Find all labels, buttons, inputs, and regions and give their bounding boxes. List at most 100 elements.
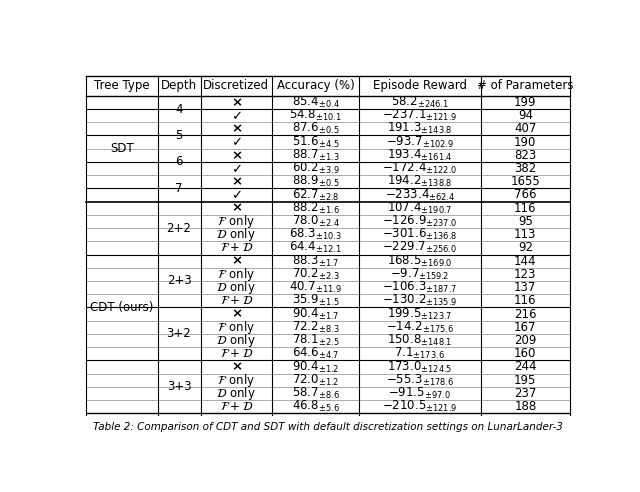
Text: $\mathcal{D}$ only: $\mathcal{D}$ only (216, 226, 256, 243)
Text: 113: 113 (514, 228, 536, 241)
Text: $64.6_{\pm 4.7}$: $64.6_{\pm 4.7}$ (292, 346, 339, 361)
Text: $193.4_{\pm 161.4}$: $193.4_{\pm 161.4}$ (387, 148, 452, 163)
Text: $90.4_{\pm 1.7}$: $90.4_{\pm 1.7}$ (292, 307, 339, 322)
Text: $-172.4_{\pm 122.0}$: $-172.4_{\pm 122.0}$ (382, 161, 458, 176)
Text: $-14.2_{\pm 175.6}$: $-14.2_{\pm 175.6}$ (386, 320, 454, 335)
Text: $35.9_{\pm 1.5}$: $35.9_{\pm 1.5}$ (292, 293, 339, 308)
Text: $\mathcal{F}$ only: $\mathcal{F}$ only (218, 266, 255, 283)
Text: 244: 244 (514, 361, 536, 373)
Text: $\boldsymbol{\times}$: $\boldsymbol{\times}$ (230, 308, 242, 321)
Text: $88.7_{\pm 1.3}$: $88.7_{\pm 1.3}$ (292, 148, 339, 163)
Text: $\boldsymbol{\times}$: $\boldsymbol{\times}$ (230, 175, 242, 188)
Text: $60.2_{\pm 3.9}$: $60.2_{\pm 3.9}$ (292, 161, 339, 176)
Text: $\mathcal{F} + \mathcal{D}$: $\mathcal{F} + \mathcal{D}$ (220, 294, 253, 308)
Text: $62.7_{\pm 2.8}$: $62.7_{\pm 2.8}$ (292, 187, 339, 203)
Text: 3+2: 3+2 (166, 327, 191, 340)
Text: $191.3_{\pm 143.8}$: $191.3_{\pm 143.8}$ (387, 122, 452, 136)
Text: 94: 94 (518, 109, 533, 122)
Text: $\checkmark$: $\checkmark$ (231, 136, 242, 149)
Text: $-301.6_{\pm 136.8}$: $-301.6_{\pm 136.8}$ (382, 227, 457, 242)
Text: $-210.5_{\pm 121.9}$: $-210.5_{\pm 121.9}$ (382, 399, 458, 414)
Text: $46.8_{\pm 5.6}$: $46.8_{\pm 5.6}$ (292, 399, 339, 414)
Text: 116: 116 (514, 202, 536, 215)
Text: Depth: Depth (161, 79, 197, 92)
Text: $-229.7_{\pm 256.0}$: $-229.7_{\pm 256.0}$ (382, 241, 457, 255)
Text: $173.0_{\pm 124.5}$: $173.0_{\pm 124.5}$ (387, 360, 452, 374)
Text: $72.2_{\pm 8.3}$: $72.2_{\pm 8.3}$ (292, 320, 339, 335)
Text: $68.3_{\pm 10.3}$: $68.3_{\pm 10.3}$ (289, 227, 342, 242)
Text: $\mathcal{D}$ only: $\mathcal{D}$ only (216, 279, 256, 296)
Text: $194.2_{\pm 138.8}$: $194.2_{\pm 138.8}$ (387, 174, 452, 189)
Text: 4: 4 (175, 102, 183, 116)
Text: $\boldsymbol{\times}$: $\boldsymbol{\times}$ (230, 361, 242, 373)
Text: 137: 137 (514, 281, 536, 294)
Text: $-106.3_{\pm 187.7}$: $-106.3_{\pm 187.7}$ (382, 280, 457, 295)
Text: $-126.9_{\pm 237.0}$: $-126.9_{\pm 237.0}$ (382, 214, 458, 229)
Text: $88.3_{\pm 1.7}$: $88.3_{\pm 1.7}$ (292, 253, 339, 269)
Text: Table 2: Comparison of CDT and SDT with default discretization settings on Lunar: Table 2: Comparison of CDT and SDT with … (93, 422, 563, 432)
Text: Discretized: Discretized (204, 79, 269, 92)
Text: $\boldsymbol{\times}$: $\boldsymbol{\times}$ (230, 96, 242, 109)
Text: 766: 766 (514, 188, 536, 202)
Text: 407: 407 (514, 123, 536, 135)
Text: $\mathcal{F} + \mathcal{D}$: $\mathcal{F} + \mathcal{D}$ (220, 347, 253, 360)
Text: 382: 382 (514, 162, 536, 175)
Text: $\mathcal{D}$ only: $\mathcal{D}$ only (216, 385, 256, 402)
Text: 2+3: 2+3 (166, 275, 191, 287)
Text: $150.8_{\pm 148.1}$: $150.8_{\pm 148.1}$ (387, 333, 452, 348)
Text: 1655: 1655 (511, 175, 540, 188)
Text: 167: 167 (514, 321, 536, 334)
Text: 3+3: 3+3 (166, 380, 191, 393)
Text: 216: 216 (514, 308, 536, 321)
Text: $7.1_{\pm 173.6}$: $7.1_{\pm 173.6}$ (394, 346, 445, 361)
Text: $\mathcal{D}$ only: $\mathcal{D}$ only (216, 332, 256, 349)
Text: 237: 237 (514, 387, 536, 400)
Text: 123: 123 (514, 268, 536, 281)
Text: Episode Reward: Episode Reward (372, 79, 467, 92)
Text: 190: 190 (514, 136, 536, 149)
Text: $85.4_{\pm 0.4}$: $85.4_{\pm 0.4}$ (292, 95, 339, 110)
Text: 5: 5 (175, 129, 182, 142)
Text: 144: 144 (514, 255, 536, 268)
Text: # of Parameters: # of Parameters (477, 79, 573, 92)
Text: $\mathcal{F}$ only: $\mathcal{F}$ only (218, 319, 255, 336)
Text: $168.5_{\pm 169.0}$: $168.5_{\pm 169.0}$ (387, 253, 452, 269)
Text: $78.0_{\pm 2.4}$: $78.0_{\pm 2.4}$ (292, 214, 339, 229)
Text: $64.4_{\pm 12.1}$: $64.4_{\pm 12.1}$ (289, 241, 342, 255)
Text: $-93.7_{\pm 102.9}$: $-93.7_{\pm 102.9}$ (386, 134, 454, 150)
Text: $70.2_{\pm 2.3}$: $70.2_{\pm 2.3}$ (292, 267, 339, 282)
Text: $-9.7_{\pm 159.2}$: $-9.7_{\pm 159.2}$ (390, 267, 449, 282)
Text: $\mathcal{F}$ only: $\mathcal{F}$ only (218, 371, 255, 389)
Text: $-130.2_{\pm 135.9}$: $-130.2_{\pm 135.9}$ (382, 293, 458, 308)
Text: $\mathcal{F} + \mathcal{D}$: $\mathcal{F} + \mathcal{D}$ (220, 400, 253, 413)
Text: $\checkmark$: $\checkmark$ (231, 109, 242, 122)
Text: SDT: SDT (110, 142, 134, 155)
Text: $\boldsymbol{\times}$: $\boldsymbol{\times}$ (230, 255, 242, 268)
Text: $72.0_{\pm 1.2}$: $72.0_{\pm 1.2}$ (292, 372, 339, 388)
Text: $-237.1_{\pm 121.9}$: $-237.1_{\pm 121.9}$ (382, 108, 458, 123)
Text: $\boldsymbol{\times}$: $\boldsymbol{\times}$ (230, 123, 242, 135)
Text: 2+2: 2+2 (166, 221, 191, 235)
Text: $88.9_{\pm 0.5}$: $88.9_{\pm 0.5}$ (292, 174, 339, 189)
Text: $78.1_{\pm 2.5}$: $78.1_{\pm 2.5}$ (292, 333, 339, 348)
Text: $54.8_{\pm 10.1}$: $54.8_{\pm 10.1}$ (289, 108, 342, 123)
Text: $-55.3_{\pm 178.6}$: $-55.3_{\pm 178.6}$ (386, 372, 454, 388)
Text: $90.4_{\pm 1.2}$: $90.4_{\pm 1.2}$ (292, 360, 339, 374)
Text: 160: 160 (514, 347, 536, 360)
Text: $199.5_{\pm 123.7}$: $199.5_{\pm 123.7}$ (387, 307, 452, 322)
Text: $88.2_{\pm 1.6}$: $88.2_{\pm 1.6}$ (292, 201, 339, 216)
Text: $\boldsymbol{\times}$: $\boldsymbol{\times}$ (230, 149, 242, 162)
Text: $40.7_{\pm 11.9}$: $40.7_{\pm 11.9}$ (289, 280, 342, 295)
Text: $\mathcal{F} + \mathcal{D}$: $\mathcal{F} + \mathcal{D}$ (220, 242, 253, 254)
Text: 823: 823 (514, 149, 536, 162)
Text: $\checkmark$: $\checkmark$ (231, 162, 242, 175)
Text: $87.6_{\pm 0.5}$: $87.6_{\pm 0.5}$ (292, 122, 339, 136)
Text: Accuracy (%): Accuracy (%) (276, 79, 355, 92)
Text: $-91.5_{\pm 97.0}$: $-91.5_{\pm 97.0}$ (388, 386, 451, 401)
Text: 92: 92 (518, 242, 533, 254)
Text: $51.6_{\pm 4.5}$: $51.6_{\pm 4.5}$ (292, 134, 339, 150)
Text: $107.4_{\pm 190.7}$: $107.4_{\pm 190.7}$ (387, 201, 452, 216)
Text: CDT (ours): CDT (ours) (90, 301, 154, 314)
Text: 7: 7 (175, 182, 183, 195)
Text: 209: 209 (514, 334, 536, 347)
